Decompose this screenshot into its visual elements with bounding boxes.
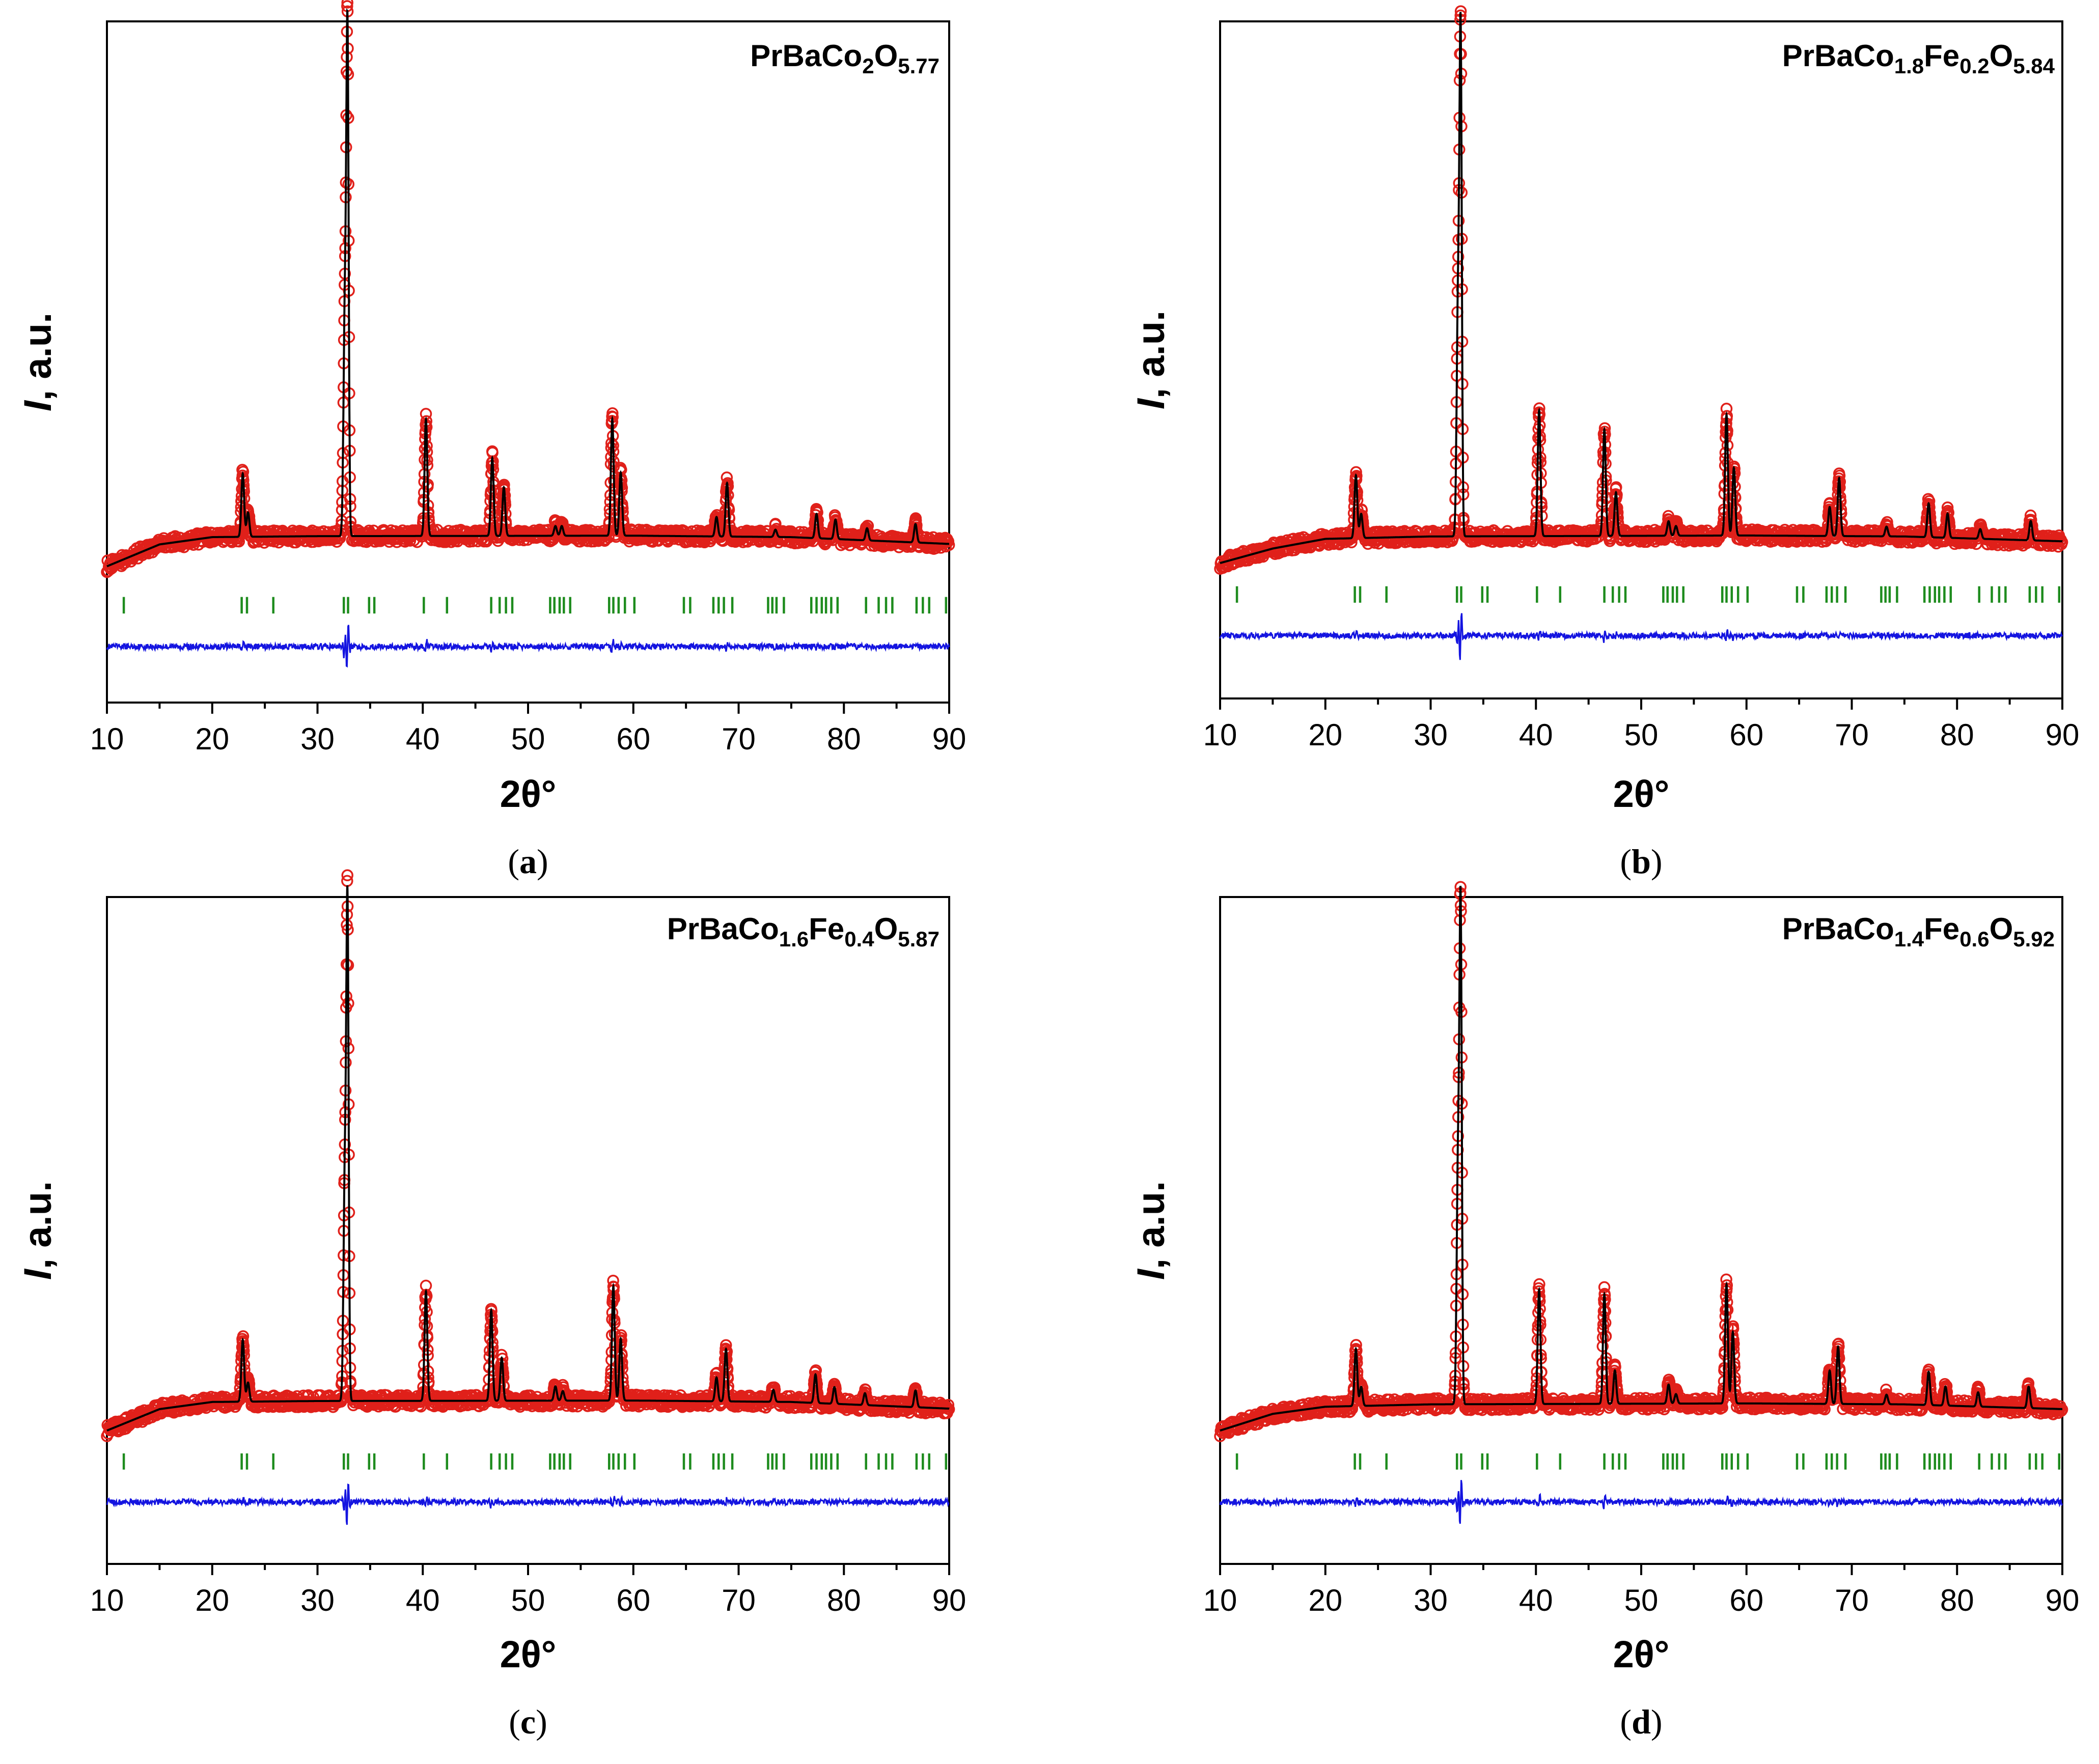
x-tick-label: 50 <box>1624 718 1659 752</box>
compound-title-subscript: 1.8 <box>1894 54 1924 78</box>
panel-caption-close: ) <box>1651 842 1663 881</box>
difference-line <box>106 625 950 668</box>
panel-caption: (b) <box>1620 842 1662 881</box>
x-tick-label: 70 <box>1835 718 1869 752</box>
x-tick-label: 10 <box>1203 718 1237 752</box>
panel-caption: (a) <box>508 842 548 881</box>
compound-title-subscript: 5.77 <box>898 54 940 78</box>
x-tick-label: 30 <box>300 722 335 756</box>
calculated-line <box>106 8 949 568</box>
x-axis-title: 2θ° <box>500 773 557 815</box>
calculated-line <box>1220 12 2063 564</box>
x-tick-label: 90 <box>2046 718 2080 752</box>
y-axis-title: I, a.u. <box>16 313 60 411</box>
y-axis-title: I, a.u. <box>1129 311 1173 409</box>
x-tick-label: 30 <box>1414 718 1448 752</box>
y-axis-title-rest: , a.u. <box>1129 311 1173 399</box>
x-tick-label: 90 <box>932 722 966 756</box>
x-tick-label: 10 <box>90 722 124 756</box>
compound-title-part: Fe <box>1924 39 1959 73</box>
x-axis-title: 2θ° <box>1613 773 1670 815</box>
observed-series <box>101 869 955 1442</box>
compound-title-part: PrBaCo <box>750 39 862 73</box>
difference-line <box>1219 613 2063 660</box>
y-axis-title-italic: I <box>1129 398 1173 409</box>
panel-caption-letter: a <box>519 842 537 881</box>
panel-caption-letter: b <box>1632 842 1651 881</box>
compound-title-subscript: 5.84 <box>2013 54 2055 78</box>
x-tick-label: 20 <box>1308 718 1342 752</box>
y-axis-title-italic: I <box>16 400 60 411</box>
observed-series <box>1214 5 2068 575</box>
x-tick-label: 20 <box>195 722 229 756</box>
x-tick-label: 80 <box>1940 718 1974 752</box>
panel-caption-open: ( <box>1620 842 1632 881</box>
x-tick-label: 60 <box>616 722 650 756</box>
compound-title-part: O <box>1990 39 2013 73</box>
x-tick-label: 70 <box>722 722 756 756</box>
chart-panel-a: 10 20 30 40 50 60 70 80 90 2θ° I, a.u. PrBaCo2O5.77… <box>16 0 966 881</box>
chart-panel-b: 10 20 30 40 50 60 70 80 90 2θ° I, a.u. PrBaCo1.8Fe0… <box>1129 5 2080 881</box>
x-tick-label: 60 <box>1729 718 1763 752</box>
x-tick-label: 50 <box>511 722 545 756</box>
compound-title-part: O <box>874 39 898 73</box>
compound-title-part: PrBaCo <box>1782 39 1894 73</box>
x-tick-label: 80 <box>827 722 861 756</box>
y-axis-title-rest: , a.u. <box>16 313 60 401</box>
compound-title-subscript: 0.2 <box>1959 54 1989 78</box>
x-tick-label: 40 <box>406 722 440 756</box>
x-tick-label: 40 <box>1519 718 1553 752</box>
panel-caption-close: ) <box>537 842 548 881</box>
compound-title: PrBaCo1.8Fe0.2O5.84 <box>1782 39 2055 78</box>
panel-caption-open: ( <box>508 842 519 881</box>
observed-series <box>101 0 955 578</box>
compound-title-subscript: 2 <box>862 54 874 78</box>
compound-title: PrBaCo2O5.77 <box>750 39 940 78</box>
observed-point <box>341 0 353 9</box>
